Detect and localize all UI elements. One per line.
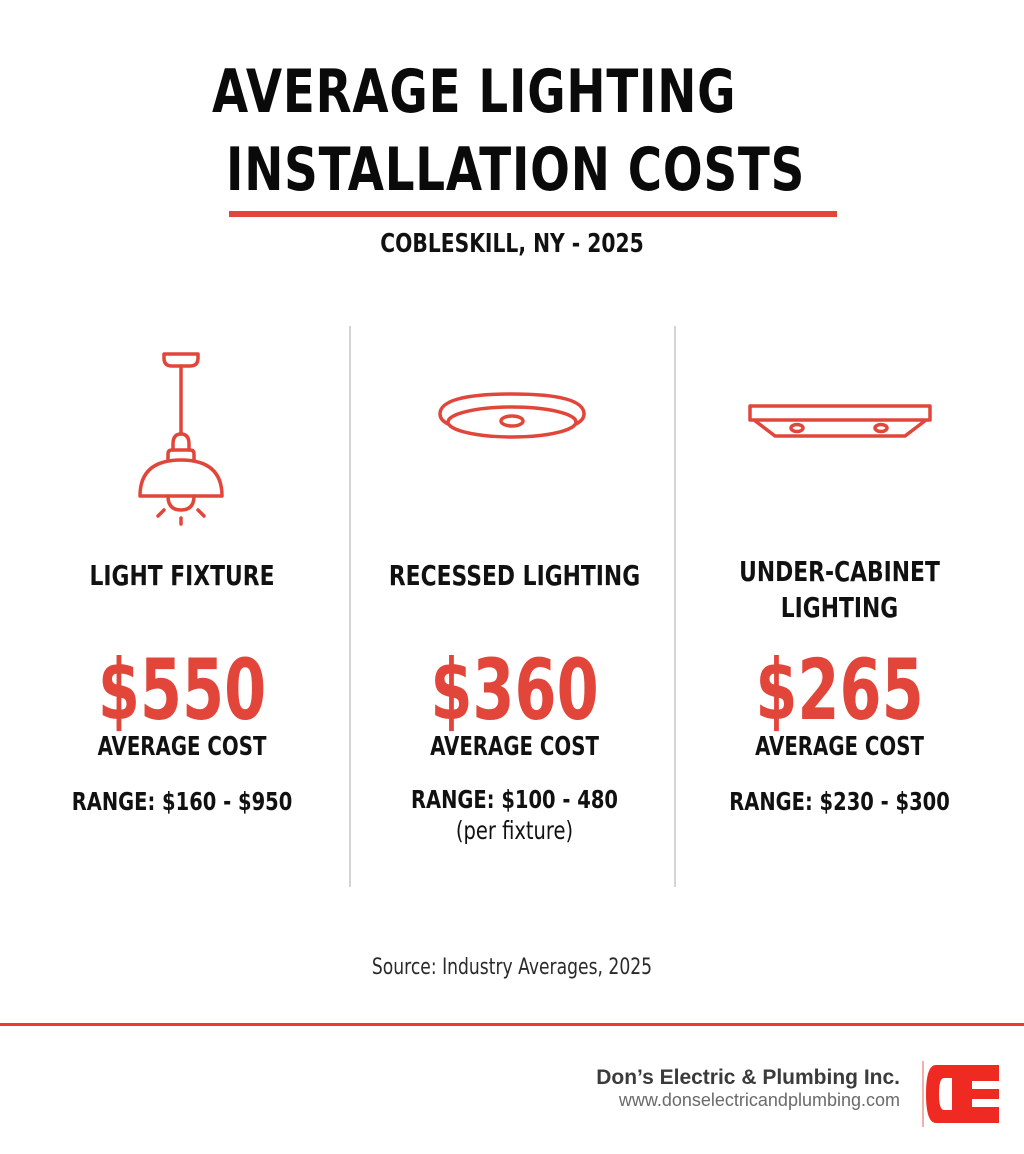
source-note: Source: Industry Averages, 2025 <box>371 955 653 980</box>
company-website[interactable]: www.donselectricandplumbing.com <box>618 1090 900 1110</box>
price-range: RANGE: $230 - $300 <box>713 786 967 817</box>
average-price: $360 <box>430 641 599 739</box>
company-name: Don’s Electric & Plumbing Inc. <box>596 1066 900 1089</box>
price-range: RANGE: $160 - $950 <box>55 786 309 817</box>
under-cabinet-light-icon <box>748 404 932 438</box>
average-price: $265 <box>755 641 924 739</box>
average-cost-label: AVERAGE COST <box>97 732 267 762</box>
recessed-light-icon <box>438 392 586 439</box>
item-name: LIGHT FIXTURE <box>89 559 275 592</box>
title-underline <box>229 211 837 217</box>
item-name-line-2: LIGHTING <box>780 591 899 624</box>
column-divider <box>349 326 351 887</box>
range-text: RANGE: $100 - 480 <box>411 785 618 814</box>
range-note: (per fixture) <box>455 816 574 845</box>
average-cost-label: AVERAGE COST <box>755 732 924 762</box>
pendant-lamp-icon <box>138 352 224 526</box>
footer-divider <box>0 1023 1024 1026</box>
item-name: UNDER-CABINET LIGHTING <box>713 554 967 626</box>
company-logo-icon <box>922 1061 999 1127</box>
subtitle: COBLESKILL, NY - 2025 <box>380 229 644 259</box>
range-text: RANGE: $160 - $950 <box>71 787 293 816</box>
cost-card-recessed-lighting: RECESSED LIGHTING $360 AVERAGE COST RANG… <box>352 326 677 886</box>
title-line-1: AVERAGE LIGHTING <box>212 57 737 127</box>
average-price: $550 <box>97 641 267 739</box>
item-name-line-1: UNDER-CABINET <box>739 555 940 588</box>
item-name: RECESSED LIGHTING <box>388 559 641 592</box>
average-cost-label: AVERAGE COST <box>430 732 599 762</box>
range-text: RANGE: $230 - $300 <box>729 787 950 816</box>
cost-card-under-cabinet-lighting: UNDER-CABINET LIGHTING $265 AVERAGE COST… <box>677 326 1002 886</box>
title-line-2: INSTALLATION COSTS <box>226 135 806 205</box>
column-divider <box>674 326 676 887</box>
price-range: RANGE: $100 - 480 (per fixture) <box>388 784 642 846</box>
cost-card-light-fixture: LIGHT FIXTURE $550 AVERAGE COST RANGE: $… <box>19 326 345 886</box>
